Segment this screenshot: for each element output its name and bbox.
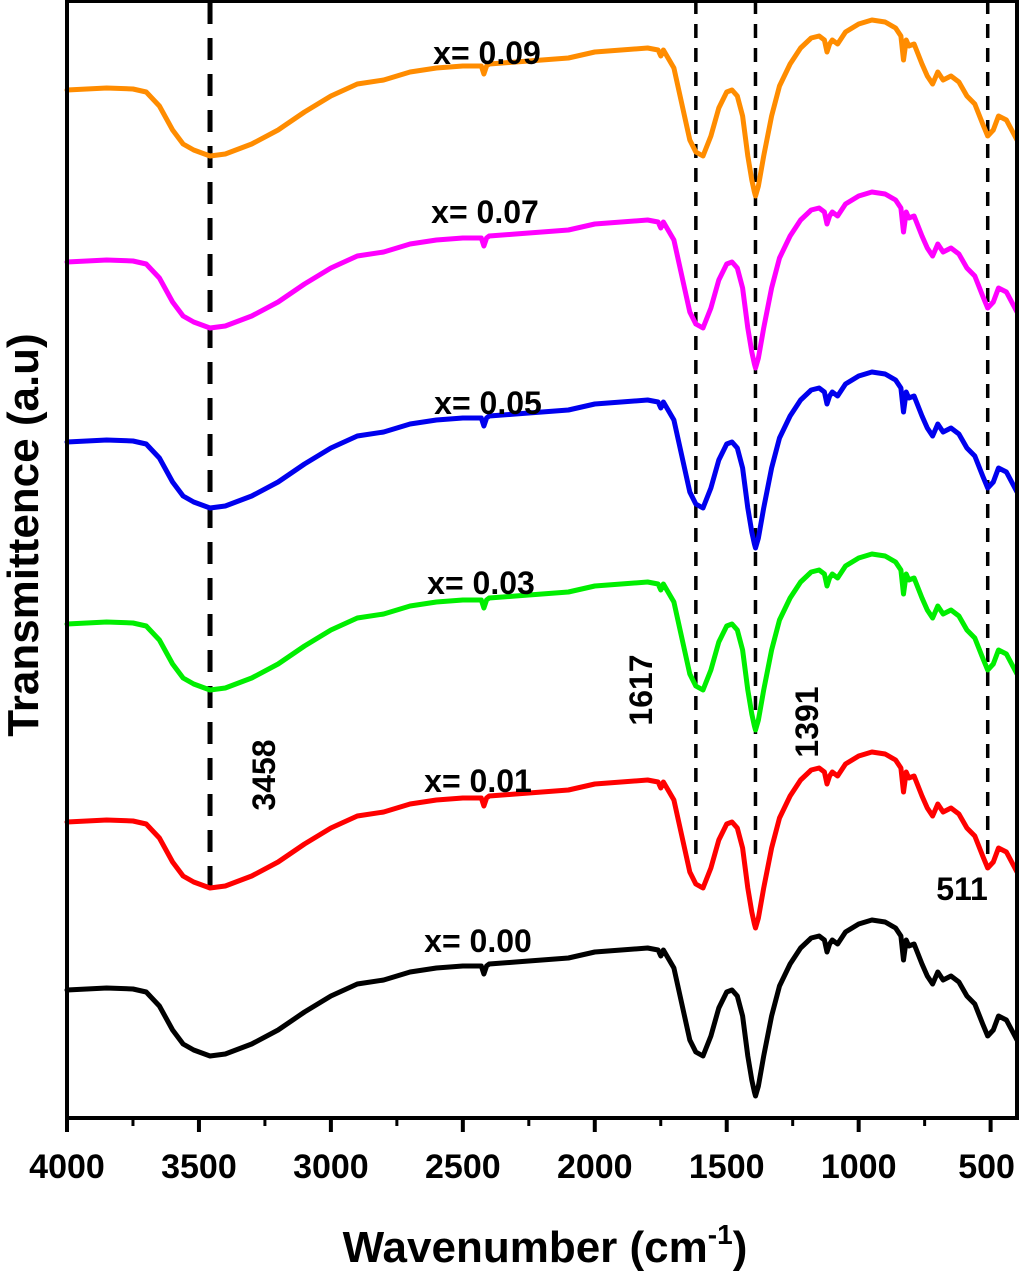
peak-labels: 3458 1617 1391 511 — [246, 654, 988, 907]
series-layer — [64, 17, 1019, 1099]
x-tick-label: 4000 — [29, 1148, 105, 1186]
x-axis-label: Wavenumber (cm-1) — [343, 1219, 748, 1272]
peak-label-511: 511 — [936, 871, 988, 907]
series-label-1: x= 0.01 — [424, 763, 532, 799]
series-label-3: x= 0.05 — [434, 385, 542, 421]
series-line-0 — [64, 917, 1019, 1099]
reference-lines — [207, 0, 990, 900]
x-tick-label: 1000 — [821, 1148, 897, 1186]
x-tick-label: 2500 — [425, 1148, 501, 1186]
peak-label-1617: 1617 — [623, 654, 659, 725]
peak-label-1391: 1391 — [789, 686, 825, 757]
peak-label-3458: 3458 — [246, 739, 282, 810]
x-tick-label: 3000 — [293, 1148, 369, 1186]
series-line-1 — [64, 749, 1019, 931]
x-ticks: 4000 3500 3000 2500 2000 1500 1000 500 — [29, 1118, 1015, 1186]
series-label-2: x= 0.03 — [427, 565, 535, 601]
series-line-4 — [64, 189, 1019, 371]
x-tick-label: 2000 — [557, 1148, 633, 1186]
series-labels: x= 0.00 x= 0.01 x= 0.03 x= 0.05 x= 0.07 x= 0.… — [424, 35, 542, 959]
axes — [65, 0, 1019, 1120]
series-line-5 — [64, 17, 1019, 199]
y-axis-label: Transmittence (a.u) — [0, 333, 48, 736]
series-label-0: x= 0.00 — [424, 923, 532, 959]
series-line-3 — [64, 369, 1019, 551]
series-label-4: x= 0.07 — [431, 194, 539, 230]
x-tick-label: 1500 — [689, 1148, 765, 1186]
x-tick-label: 500 — [958, 1148, 1015, 1186]
series-line-2 — [64, 551, 1019, 733]
x-tick-label: 3500 — [161, 1148, 237, 1186]
series-label-5: x= 0.09 — [433, 35, 541, 71]
plot-frame — [65, 0, 1019, 1120]
